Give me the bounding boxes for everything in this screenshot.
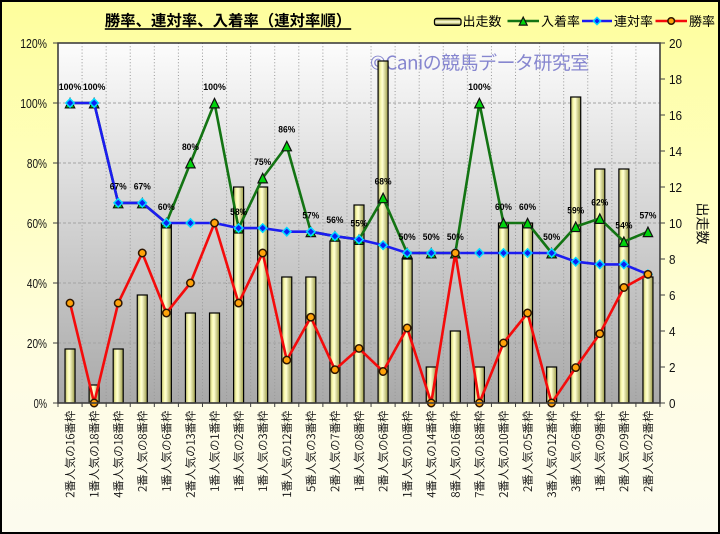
svg-text:62%: 62% <box>591 197 608 207</box>
svg-text:57%: 57% <box>639 211 656 221</box>
svg-text:4: 4 <box>669 324 676 339</box>
svg-text:18: 18 <box>669 72 682 87</box>
svg-text:60%: 60% <box>495 202 512 212</box>
svg-text:20%: 20% <box>27 336 47 351</box>
svg-text:67%: 67% <box>134 182 151 192</box>
svg-text:67%: 67% <box>110 182 127 192</box>
svg-text:100%: 100% <box>59 82 82 92</box>
svg-text:60%: 60% <box>158 202 175 212</box>
svg-text:60%: 60% <box>27 216 47 231</box>
svg-text:50%: 50% <box>399 232 416 242</box>
svg-text:54%: 54% <box>615 220 632 230</box>
svg-text:0%: 0% <box>34 396 48 411</box>
svg-text:80%: 80% <box>182 142 199 152</box>
svg-text:0: 0 <box>669 396 676 411</box>
svg-text:2: 2 <box>669 360 676 375</box>
svg-text:55%: 55% <box>351 218 368 228</box>
svg-text:59%: 59% <box>567 205 584 215</box>
svg-text:100%: 100% <box>20 96 47 111</box>
svg-text:6: 6 <box>669 288 676 303</box>
svg-text:56%: 56% <box>326 215 343 225</box>
svg-text:58%: 58% <box>230 207 247 217</box>
svg-text:8: 8 <box>669 252 676 267</box>
svg-text:40%: 40% <box>27 276 47 291</box>
svg-text:14: 14 <box>669 144 682 159</box>
svg-text:20: 20 <box>669 36 682 51</box>
svg-text:57%: 57% <box>302 211 319 221</box>
svg-text:12: 12 <box>669 180 682 195</box>
svg-text:75%: 75% <box>254 157 271 167</box>
svg-text:50%: 50% <box>543 232 560 242</box>
svg-text:50%: 50% <box>447 232 464 242</box>
svg-text:10: 10 <box>669 216 682 231</box>
svg-text:68%: 68% <box>375 177 392 187</box>
svg-text:100%: 100% <box>468 82 491 92</box>
svg-text:60%: 60% <box>519 202 536 212</box>
svg-text:16: 16 <box>669 108 682 123</box>
svg-text:50%: 50% <box>423 232 440 242</box>
svg-text:120%: 120% <box>20 36 47 51</box>
svg-text:80%: 80% <box>27 156 47 171</box>
svg-text:100%: 100% <box>203 82 226 92</box>
svg-text:86%: 86% <box>278 125 295 135</box>
svg-text:100%: 100% <box>83 82 106 92</box>
